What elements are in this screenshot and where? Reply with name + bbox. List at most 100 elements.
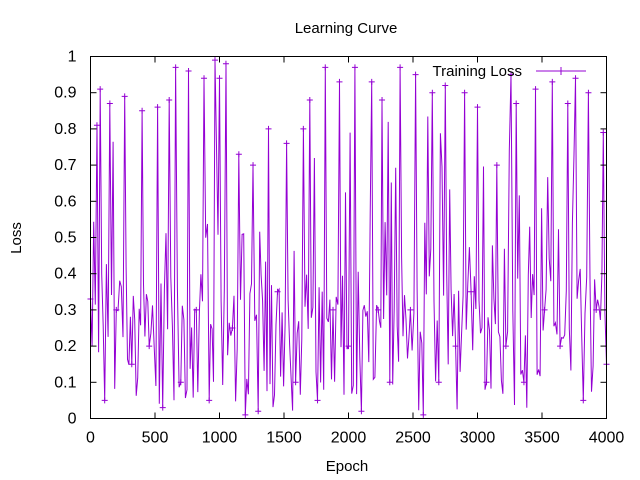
data-point-marker bbox=[593, 306, 600, 313]
data-point-marker bbox=[358, 408, 365, 415]
data-point-marker bbox=[468, 288, 475, 295]
data-point-marker bbox=[407, 306, 414, 313]
y-tick-label: 0.3 bbox=[54, 302, 76, 319]
y-tick-label: 0.6 bbox=[54, 193, 76, 210]
data-point-marker bbox=[113, 306, 120, 313]
data-point-marker bbox=[452, 343, 459, 350]
data-point-marker bbox=[106, 100, 113, 107]
y-tick-label: 0.8 bbox=[54, 121, 76, 138]
y-tick-label: 0.4 bbox=[54, 266, 76, 283]
x-tick-label: 1000 bbox=[202, 430, 238, 447]
x-tick-label: 1500 bbox=[266, 430, 302, 447]
x-tick-label: 3500 bbox=[524, 430, 560, 447]
x-axis-label: Epoch bbox=[326, 458, 369, 475]
data-point-marker bbox=[250, 162, 257, 169]
data-point-marker bbox=[532, 86, 539, 93]
x-tick-label: 2500 bbox=[395, 430, 431, 447]
data-point-marker bbox=[101, 397, 108, 404]
y-axis-ticks: 0 0.1 0.2 0.3 0.4 0.5 0.6 0.7 0.8 0.9 1 bbox=[54, 49, 607, 428]
data-point-marker bbox=[474, 104, 481, 111]
data-point-marker bbox=[121, 93, 128, 100]
data-point-marker bbox=[520, 379, 527, 386]
legend: Training Loss bbox=[433, 63, 586, 80]
x-tick-label: 500 bbox=[142, 430, 169, 447]
data-point-marker bbox=[139, 107, 146, 114]
data-point-marker bbox=[201, 75, 208, 82]
x-tick-label: 2000 bbox=[331, 430, 367, 447]
data-point-marker bbox=[159, 404, 166, 411]
data-point-marker bbox=[177, 379, 184, 386]
data-point-marker bbox=[572, 75, 579, 82]
data-point-marker bbox=[483, 379, 490, 386]
data-point-marker bbox=[351, 64, 358, 71]
data-point-marker bbox=[435, 379, 442, 386]
data-point-marker bbox=[580, 397, 587, 404]
y-axis-label: Loss bbox=[8, 222, 25, 254]
data-point-marker bbox=[255, 408, 262, 415]
data-point-marker bbox=[128, 361, 135, 368]
x-tick-label: 3000 bbox=[460, 430, 496, 447]
data-point-marker bbox=[397, 64, 404, 71]
data-point-marker bbox=[193, 306, 200, 313]
data-point-marker bbox=[368, 78, 375, 85]
data-point-marker bbox=[222, 60, 229, 67]
data-point-marker bbox=[375, 306, 382, 313]
data-point-marker bbox=[336, 78, 343, 85]
data-point-marker bbox=[600, 129, 607, 136]
data-point-marker bbox=[386, 379, 393, 386]
plot-series-area bbox=[87, 57, 610, 418]
data-point-marker bbox=[97, 86, 104, 93]
y-tick-label: 0 bbox=[68, 411, 77, 428]
data-point-marker bbox=[146, 343, 153, 350]
y-tick-label: 0.5 bbox=[54, 230, 76, 247]
data-point-marker bbox=[345, 343, 352, 350]
data-point-marker bbox=[493, 162, 500, 169]
data-point-marker bbox=[549, 78, 556, 85]
y-tick-label: 0.9 bbox=[54, 85, 76, 102]
x-tick-label: 4000 bbox=[589, 430, 625, 447]
data-point-marker bbox=[541, 306, 548, 313]
data-point-marker bbox=[300, 125, 307, 132]
y-tick-label: 0.2 bbox=[54, 338, 76, 355]
data-point-marker bbox=[216, 75, 223, 82]
data-point-marker bbox=[211, 57, 218, 64]
chart-title: Learning Curve bbox=[295, 20, 398, 37]
data-point-marker bbox=[502, 343, 509, 350]
data-point-marker bbox=[420, 411, 427, 418]
data-point-marker bbox=[322, 64, 329, 71]
data-point-marker bbox=[166, 96, 173, 103]
data-point-marker bbox=[283, 140, 290, 147]
series-line-training-loss bbox=[90, 60, 607, 415]
data-point-marker bbox=[93, 122, 100, 129]
y-tick-label: 0.1 bbox=[54, 374, 76, 391]
data-point-marker bbox=[229, 325, 236, 331]
data-point-marker bbox=[154, 104, 161, 111]
data-point-marker bbox=[172, 64, 179, 71]
data-point-marker bbox=[306, 96, 313, 103]
data-point-marker bbox=[274, 288, 281, 295]
data-point-marker bbox=[508, 71, 515, 78]
x-tick-label: 0 bbox=[86, 430, 95, 447]
data-point-marker bbox=[412, 71, 419, 78]
data-point-marker bbox=[242, 411, 249, 418]
data-point-marker bbox=[557, 343, 564, 350]
data-point-marker bbox=[429, 89, 436, 96]
data-point-marker bbox=[330, 306, 337, 313]
data-point-marker bbox=[585, 89, 592, 96]
data-point-marker bbox=[265, 125, 272, 132]
data-point-marker bbox=[314, 397, 321, 404]
data-point-marker bbox=[235, 151, 242, 158]
x-axis-ticks: 0 500 1000 1500 2000 2500 3000 3500 4000 bbox=[86, 56, 625, 447]
y-tick-label: 1 bbox=[68, 49, 77, 66]
data-point-marker bbox=[564, 100, 571, 107]
legend-marker-plus bbox=[557, 67, 565, 75]
legend-label-training-loss: Training Loss bbox=[433, 63, 523, 80]
data-point-marker bbox=[206, 397, 213, 404]
data-point-marker bbox=[442, 82, 449, 89]
y-tick-label: 0.7 bbox=[54, 157, 76, 174]
data-point-marker bbox=[379, 96, 386, 103]
data-point-marker bbox=[513, 100, 520, 107]
data-point-marker bbox=[185, 67, 192, 74]
data-point-marker bbox=[292, 379, 299, 386]
